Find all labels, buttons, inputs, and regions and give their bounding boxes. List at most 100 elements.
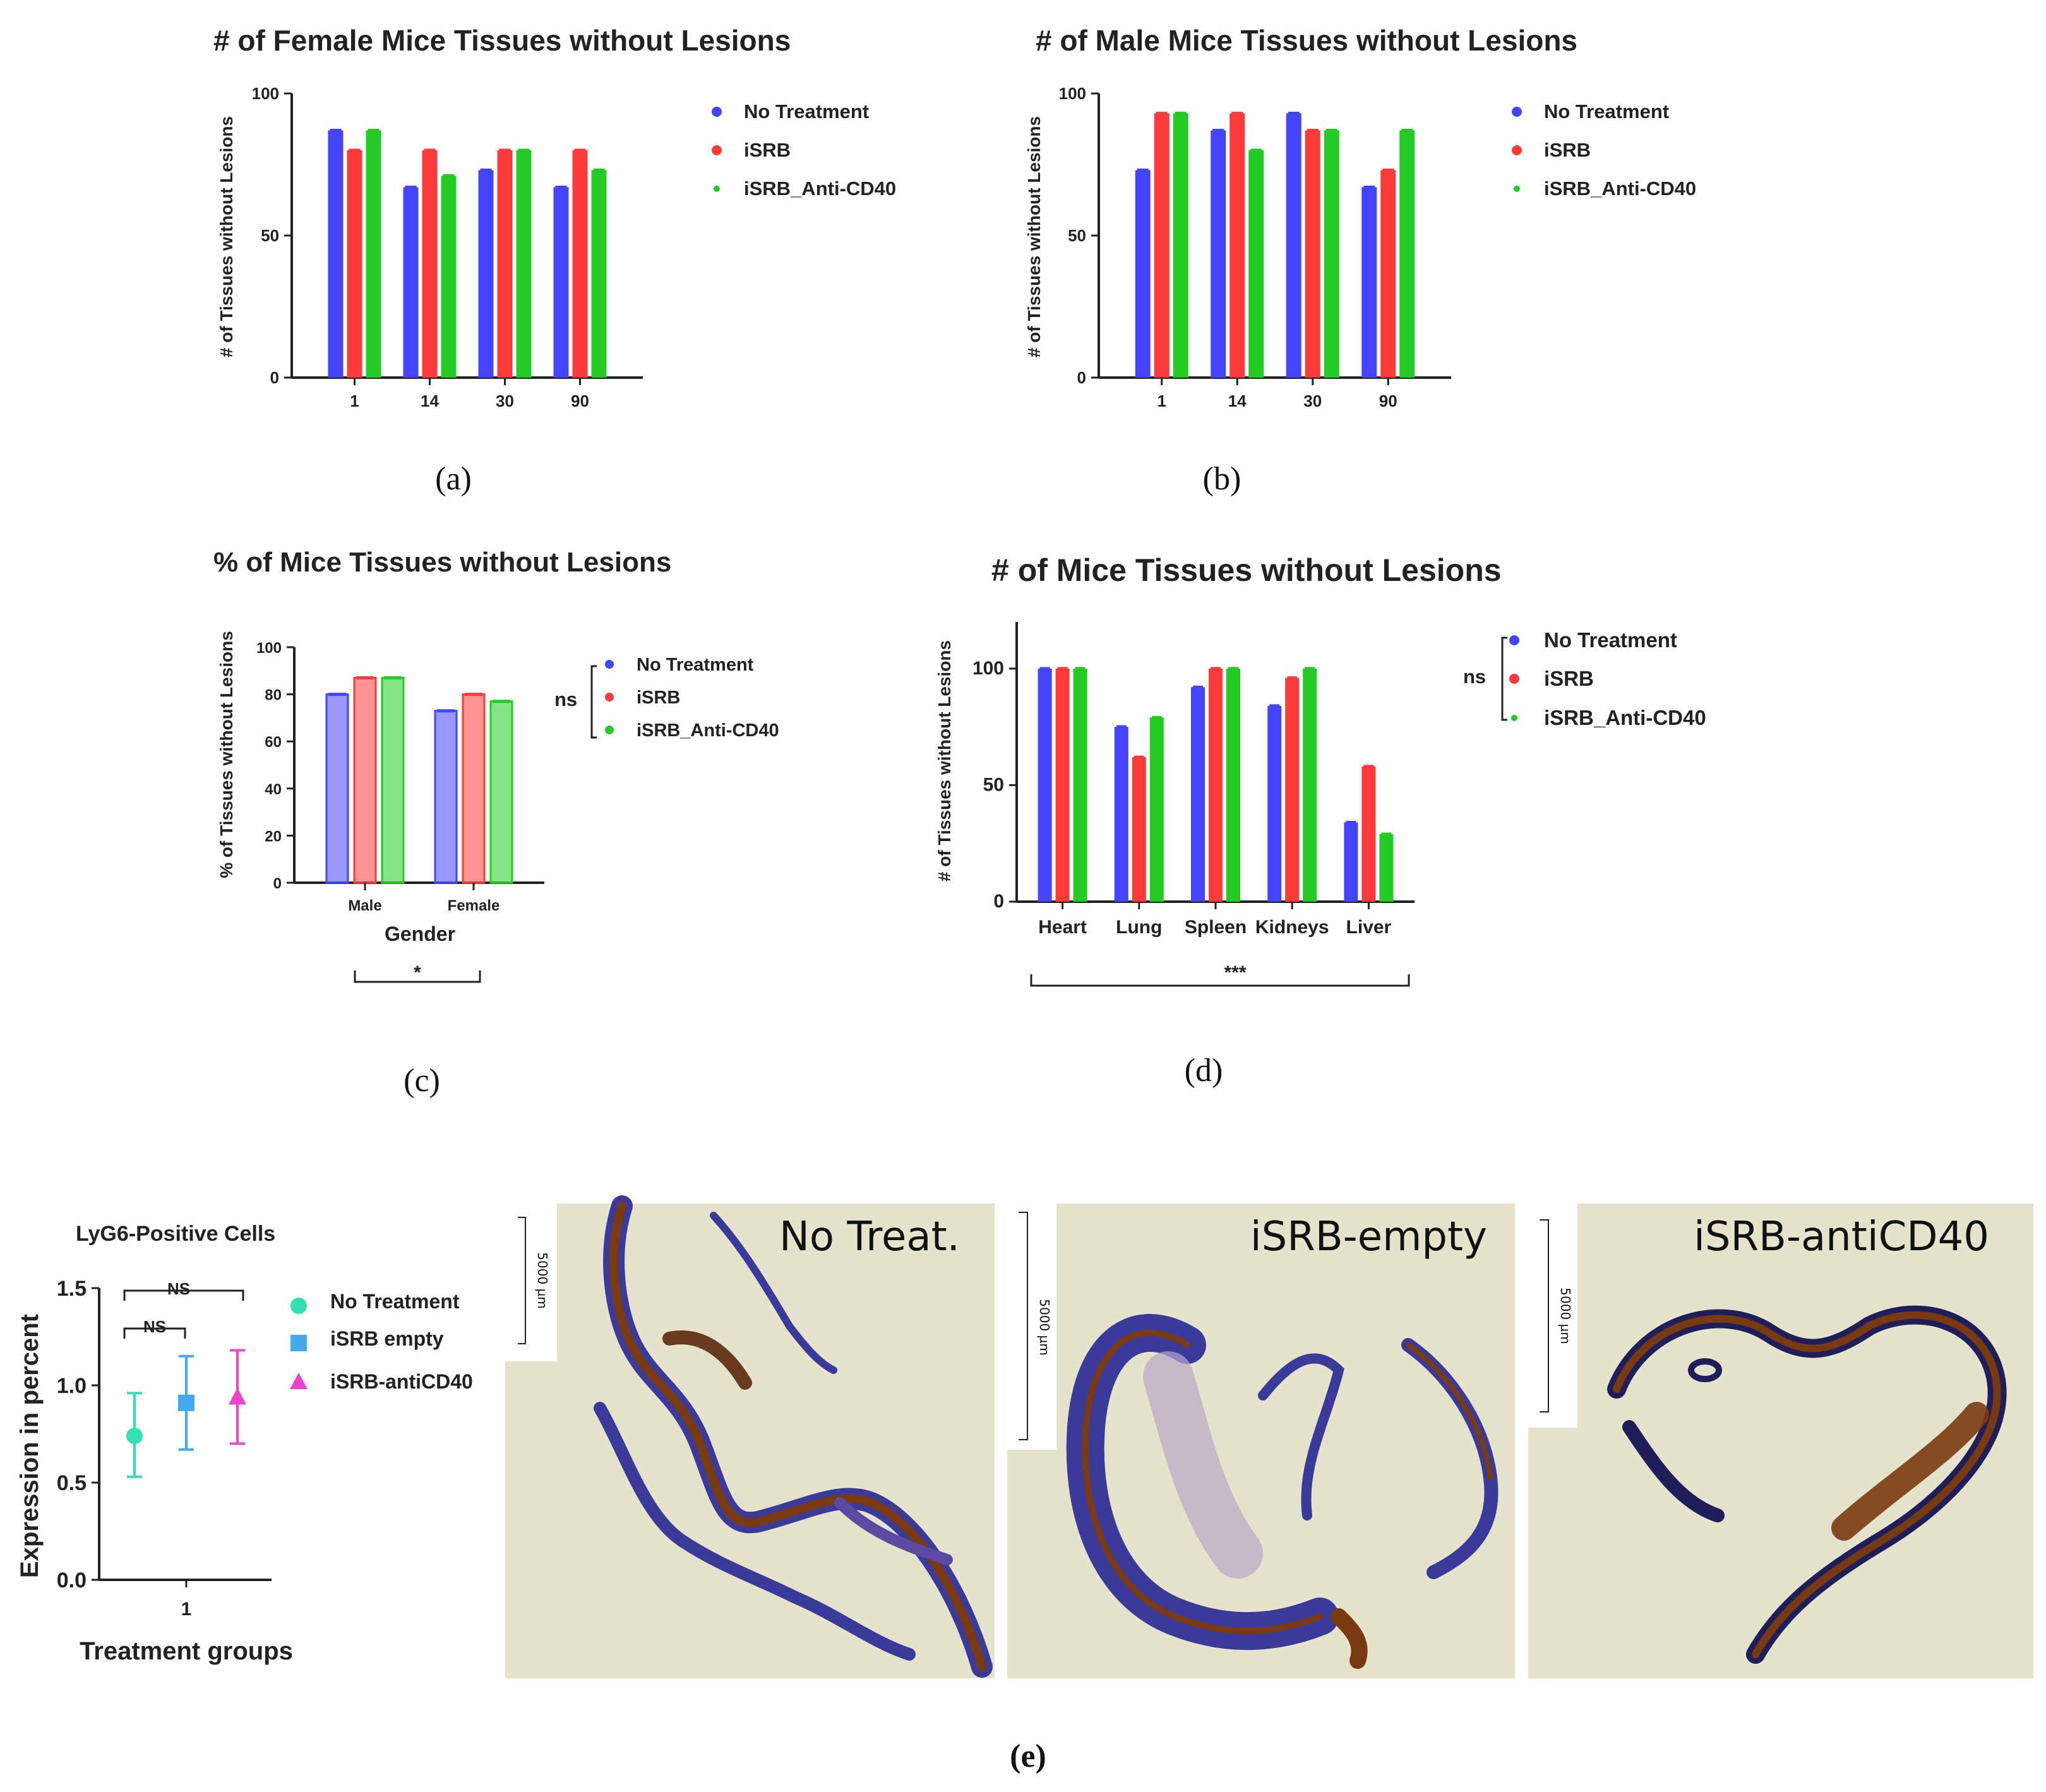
- bar-isrb-14: [1229, 113, 1245, 378]
- bar-isrb-lung: [1132, 757, 1146, 902]
- scale-bar: [518, 1217, 526, 1344]
- chart-b-legend: No Treatment iSRB iSRB_Anti-CD40: [1512, 100, 1696, 200]
- chart-d-significance-label: ***: [1224, 962, 1246, 983]
- legend-marker-isrb: [1512, 145, 1522, 155]
- photo-label: iSRB-antiCD40: [1694, 1214, 1989, 1260]
- bar-isrb-anti-cd40-1: [366, 130, 381, 378]
- bar-isrb-male: [353, 676, 377, 884]
- bar-no-treatment-liver: [1344, 822, 1358, 902]
- bar-no-treatment-90: [553, 187, 569, 378]
- bar-no-treatment-heart: [1038, 668, 1052, 902]
- chart-b-ylabel: # of Tissues without Lesions: [1024, 116, 1044, 357]
- legend-label-isrb-anticd40: iSRB-antiCD40: [330, 1370, 473, 1393]
- tissue-photo-isrb-empty: 5000 µm iSRB-empty: [1007, 1204, 1515, 1678]
- bar-isrb-anti-cd40-lung: [1149, 717, 1164, 902]
- chart-c-y-tick-label: 100: [256, 640, 282, 657]
- chart-a-y-tick-label: 50: [261, 226, 279, 245]
- bar-isrb-90: [1380, 170, 1396, 378]
- bar-no-treatment-90: [1361, 187, 1377, 378]
- panel-label-b: (b): [1203, 461, 1241, 497]
- legend-label-isrb: iSRB: [637, 688, 680, 708]
- bar-no-treatment-30: [1286, 113, 1301, 378]
- bar-isrb-anti-cd40-90: [591, 170, 607, 378]
- scale-bar-label: 5000 µm: [535, 1252, 550, 1308]
- bar-isrb-heart: [1055, 668, 1070, 902]
- legend-marker-no-treatment: [290, 1298, 307, 1314]
- legend-label-isrb: iSRB: [744, 139, 791, 161]
- chart-a-title: # of Female Mice Tissues without Lesions: [213, 24, 791, 57]
- chart-b-y-tick-label: 0: [1077, 368, 1086, 387]
- legend-marker-no-treatment: [712, 107, 722, 117]
- chart-c-ylabel: % of Tissues without Lesions: [217, 631, 236, 878]
- point-isrb-anticd40: [229, 1387, 246, 1405]
- bar-isrb-14: [422, 150, 438, 378]
- chart-d-title: # of Mice Tissues without Lesions: [991, 553, 1502, 588]
- chart-d-legend-ns: ns: [1463, 666, 1486, 688]
- scale-bar-label: 5000 µm: [1037, 1299, 1052, 1355]
- legend-label-no-treatment: No Treatment: [1544, 100, 1669, 122]
- legend-marker-isrb-anti-cd40: [714, 186, 720, 192]
- panel-label-c: (c): [404, 1063, 440, 1099]
- bar-isrb-anti-cd40-spleen: [1226, 668, 1240, 902]
- bar-isrb-anti-cd40-90: [1399, 130, 1415, 378]
- bar-isrb-anti-cd40-30: [516, 150, 532, 378]
- bar-isrb-female: [462, 693, 486, 884]
- chart-c-y-tick-label: 40: [265, 781, 282, 798]
- chart-e-ylabel: Expression in percent: [16, 1314, 44, 1578]
- chart-c-significance-bracket: [354, 971, 481, 983]
- chart-c-title: % of Mice Tissues without Lesions: [213, 547, 671, 578]
- bar-no-treatment-1: [1135, 170, 1151, 378]
- chart-b: # of Male Mice Tissues without Lesions #…: [1024, 24, 1696, 497]
- bar-isrb-anti-cd40-heart: [1073, 668, 1087, 902]
- legend-marker-isrb: [605, 693, 614, 702]
- legend-label-isrb: iSRB: [1544, 139, 1591, 161]
- bar-isrb-anti-cd40-14: [441, 176, 457, 378]
- chart-d-y-tick-label: 50: [983, 774, 1004, 795]
- panel-label-d: (d): [1185, 1053, 1223, 1089]
- bar-no-treatment-14: [1211, 130, 1226, 378]
- bar-no-treatment-male: [325, 693, 349, 884]
- bar-no-treatment-1: [328, 130, 344, 378]
- chart-e-y-tick-label: 1.5: [57, 1277, 87, 1301]
- bar-isrb-1: [1154, 113, 1170, 378]
- chart-a-x-tick-label: 30: [496, 391, 514, 410]
- chart-b-x-tick-label: 90: [1379, 391, 1397, 410]
- bar-isrb-90: [572, 150, 588, 378]
- legend-marker-isrb-empty: [290, 1335, 307, 1351]
- bar-isrb-anti-cd40-14: [1248, 150, 1264, 378]
- bar-isrb-anti-cd40-kidneys: [1303, 668, 1317, 902]
- bar-no-treatment-lung: [1114, 727, 1128, 902]
- bar-isrb-kidneys: [1285, 678, 1300, 902]
- bar-isrb-anti-cd40-30: [1324, 130, 1339, 378]
- chart-e-legend: No Treatment iSRB empty iSRB-antiCD40: [290, 1290, 473, 1393]
- scale-bar-label: 5000 µm: [1558, 1287, 1573, 1344]
- bar-isrb-30: [497, 150, 513, 378]
- bar-no-treatment-spleen: [1191, 687, 1205, 902]
- chart-d-x-tick-label: Spleen: [1185, 917, 1247, 938]
- bar-no-treatment-14: [403, 187, 419, 378]
- tissue-section-image: [594, 1195, 993, 1678]
- bar-no-treatment-female: [434, 710, 458, 884]
- chart-e-y-tick-label: 1.0: [57, 1374, 87, 1398]
- chart-d: # of Mice Tissues without Lesions # of T…: [935, 553, 1706, 1089]
- chart-d-x-tick-label: Liver: [1346, 917, 1392, 938]
- legend-marker-isrb-anti-cd40: [1511, 715, 1517, 721]
- legend-label-no-treatment: No Treatment: [1544, 628, 1677, 652]
- chart-c-y-tick-label: 60: [265, 734, 282, 751]
- legend-label-isrb-empty: iSRB empty: [330, 1327, 444, 1350]
- legend-label-no-treatment: No Treatment: [744, 100, 869, 122]
- legend-marker-no-treatment: [1509, 635, 1519, 645]
- chart-b-x-tick-label: 14: [1228, 391, 1247, 410]
- chart-a-x-tick-label: 14: [421, 391, 439, 410]
- point-isrb-empty: [178, 1394, 194, 1411]
- bar-isrb-liver: [1361, 766, 1376, 902]
- chart-c-significance-label: *: [414, 962, 421, 983]
- chart-e-xlabel: Treatment groups: [80, 1637, 293, 1665]
- chart-b-y-tick-label: 50: [1068, 226, 1086, 245]
- chart-a-y-tick-label: 100: [252, 84, 279, 103]
- point-no-treatment: [126, 1428, 143, 1445]
- tissue-section-image: [1607, 1305, 2007, 1664]
- scale-bar: [1019, 1212, 1028, 1440]
- legend-label-no-treatment: No Treatment: [637, 655, 754, 675]
